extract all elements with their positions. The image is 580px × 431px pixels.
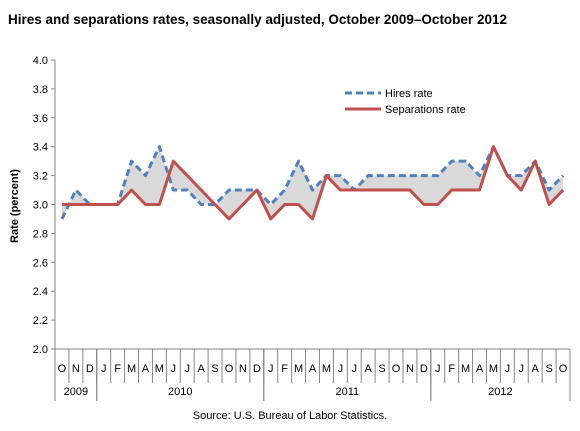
x-month-label: D [420,363,428,375]
x-month-label: M [489,363,498,375]
y-axis-title: Rate (percent) [9,169,21,243]
gap-fill-polygon [61,146,564,219]
x-month-label: A [142,363,150,375]
y-tick-label: 3.8 [33,84,48,96]
x-month-label: D [86,363,94,375]
y-tick-label: 2.4 [33,286,48,298]
source-note: Source: U.S. Bureau of Labor Statistics. [192,410,388,422]
y-tick-label: 3.6 [33,113,48,125]
x-month-label: S [211,363,218,375]
x-month-label: M [155,363,164,375]
y-tick-label: 3.2 [33,171,48,183]
x-month-label: J [268,363,274,375]
x-month-label: O [58,363,67,375]
x-month-label: M [461,363,470,375]
x-month-label: S [378,363,385,375]
x-month-label: M [127,363,136,375]
x-month-label: J [184,363,190,375]
x-month-label: J [519,363,525,375]
y-tick-label: 3.0 [33,200,48,212]
series-lines [60,145,565,221]
x-month-label: J [338,363,344,375]
x-month-label: A [532,363,540,375]
x-month-label: O [225,363,234,375]
gap-fill-area [61,146,564,219]
y-axis-ticks: 2.0 2.2 2.4 2.6 2.8 3.0 3.2 3.4 3.6 3.8 4.0 [33,55,55,356]
x-month-label: D [253,363,261,375]
x-month-label: J [101,363,107,375]
y-tick-label: 4.0 [33,55,48,67]
x-month-label: A [197,363,205,375]
y-tick-label: 2.8 [33,228,48,240]
y-tick-label: 2.0 [33,344,48,356]
x-year-label: 2011 [335,386,359,398]
y-tick-label: 2.2 [33,315,48,327]
x-month-label: F [114,363,121,375]
x-year-label: 2009 [64,386,88,398]
x-month-label: F [281,363,288,375]
x-month-label: F [448,363,455,375]
x-month-label: O [392,363,401,375]
x-year-label: 2010 [168,386,192,398]
x-month-label: N [239,363,247,375]
x-month-label: J [505,363,511,375]
x-month-label: O [559,363,568,375]
y-tick-label: 2.6 [33,257,48,269]
x-month-label: J [435,363,441,375]
x-month-label: M [294,363,303,375]
x-month-label: S [545,363,552,375]
x-month-label: J [352,363,358,375]
chart-title: Hires and separations rates, seasonally … [8,12,507,27]
legend: Hires rate Separations rate [345,88,466,116]
x-month-label: J [171,363,177,375]
legend-label: Hires rate [385,88,433,100]
x-month-label: N [406,363,414,375]
x-month-label: N [72,363,80,375]
x-month-label: M [322,363,331,375]
x-month-label: A [476,363,484,375]
x-axis-ticks: O N D J F M A M J J A S O N D J F M A M J J A S O N D J F M A M J J A S O200… [54,349,571,401]
legend-label: Separations rate [385,104,466,116]
x-month-label: A [365,363,373,375]
x-year-label: 2012 [488,386,512,398]
y-tick-label: 3.4 [33,142,48,154]
x-month-label: A [309,363,317,375]
